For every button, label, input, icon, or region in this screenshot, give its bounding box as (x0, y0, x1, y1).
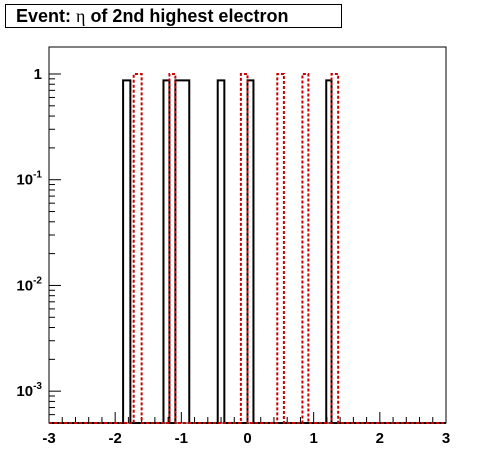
chart-title-symbol: η (76, 6, 86, 26)
bars-layer (49, 72, 446, 424)
axes-layer (48, 73, 447, 424)
y-tick-label: 10-3 (16, 381, 42, 400)
x-tick-label: -3 (42, 430, 55, 447)
histogram-series-2 (49, 72, 446, 424)
chart-title-prefix: Event: (16, 6, 77, 26)
x-tick-label: -2 (108, 430, 121, 447)
x-tick-label: 3 (442, 430, 450, 447)
y-tick-label: 10-1 (16, 170, 42, 189)
y-tick-label: 10-2 (16, 275, 42, 294)
x-tick-label: 0 (243, 430, 251, 447)
x-tick-label: -1 (175, 430, 188, 447)
chart-title-suffix: of 2nd highest electron (85, 6, 289, 26)
chart-title: Event: η of 2nd highest electron (5, 4, 342, 28)
y-tick-label: 1 (34, 66, 42, 83)
x-tick-label: 1 (309, 430, 317, 447)
x-tick-label: 2 (376, 430, 384, 447)
labels-layer: -3 -2 -1 0 1 2 3 1 10-1 10-2 10-3 (16, 66, 450, 447)
